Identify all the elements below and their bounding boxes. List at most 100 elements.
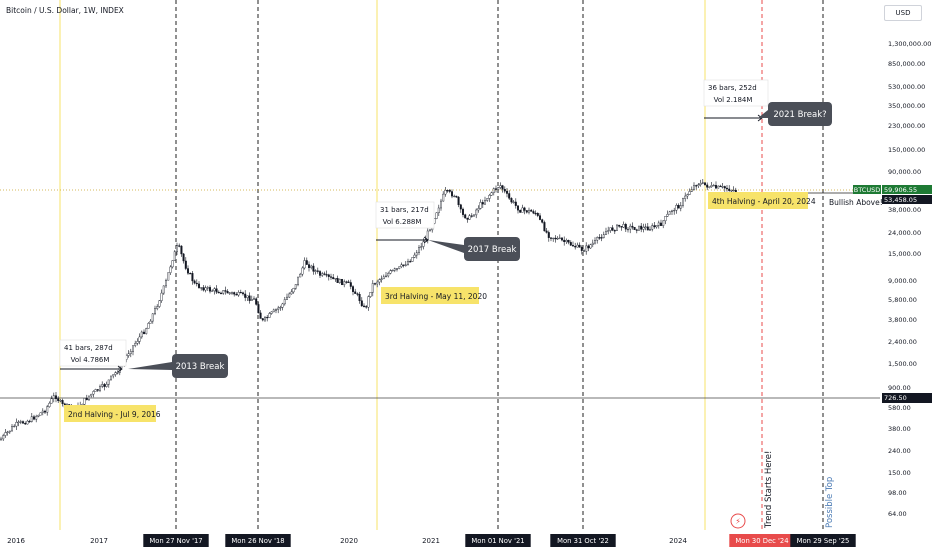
- candle-body: [422, 241, 425, 247]
- x-tick-label: 2021: [422, 537, 440, 545]
- candle-body: [519, 209, 522, 213]
- candle-body: [142, 331, 145, 334]
- candle-body: [512, 201, 515, 203]
- candle-body: [44, 410, 47, 413]
- candle-body: [646, 226, 649, 231]
- candle-body: [360, 300, 363, 307]
- candle-body: [668, 211, 671, 215]
- measure-box: [703, 79, 769, 107]
- candle-body: [420, 246, 423, 248]
- candle-body: [404, 264, 407, 266]
- axis-bg: [880, 0, 932, 550]
- candle-body: [455, 195, 458, 198]
- candle-body: [611, 227, 614, 231]
- candle-body: [684, 195, 687, 199]
- callout-text: 2017 Break: [468, 245, 517, 255]
- candle-body: [356, 293, 359, 295]
- candle-body: [202, 287, 205, 291]
- candle-body: [448, 190, 451, 192]
- candle-body: [244, 293, 247, 298]
- candle-body: [653, 225, 656, 228]
- candle-body: [704, 182, 707, 186]
- callout-pointer: [128, 362, 172, 370]
- candle-body: [112, 374, 115, 377]
- y-tick-label: 900.00: [888, 384, 911, 392]
- candle-body: [127, 353, 130, 356]
- candle-body: [349, 282, 352, 287]
- candle-body: [488, 195, 491, 199]
- candle-body: [343, 281, 346, 286]
- candle-body: [497, 187, 500, 190]
- candle-body: [193, 280, 196, 284]
- candle-body: [697, 184, 700, 187]
- candle-body: [0, 438, 2, 441]
- halving-labels: 2nd Halving - Jul 9, 2016 3rd Halving - M…: [64, 192, 816, 422]
- candle-body: [175, 245, 178, 252]
- candle-body: [228, 292, 231, 294]
- candle-body: [541, 219, 544, 223]
- candle-body: [30, 416, 33, 422]
- candle-body: [107, 379, 110, 385]
- candle-body: [616, 224, 619, 231]
- candle-body: [195, 282, 198, 285]
- candle-body: [87, 395, 90, 401]
- candle-body: [651, 225, 654, 230]
- candle-body: [413, 254, 416, 258]
- x-tick-bg: [790, 534, 856, 547]
- y-tick-label: 1,300,000.00: [888, 40, 931, 48]
- candle-body: [171, 260, 174, 268]
- candle-body: [134, 343, 137, 346]
- measure-box: [59, 339, 127, 367]
- candle-body: [6, 431, 9, 433]
- candle-body: [514, 201, 517, 206]
- candle-body: [147, 323, 150, 329]
- candle-body: [283, 299, 286, 305]
- candle-body: [57, 398, 60, 402]
- candle-body: [327, 274, 330, 277]
- candle-body: [13, 425, 16, 428]
- candle-body: [250, 299, 253, 301]
- candle-body: [310, 265, 313, 268]
- x-tick-bg: [143, 534, 209, 547]
- price-tag: 59,906.55: [884, 186, 917, 194]
- candle-body: [565, 240, 568, 243]
- candle-body: [129, 351, 132, 354]
- candle-body: [140, 331, 143, 338]
- candle-body: [338, 278, 341, 283]
- btc-tag-bg: [853, 185, 881, 194]
- halving-label-bg: [708, 192, 808, 209]
- candle-body: [169, 266, 172, 273]
- candle-body: [215, 288, 218, 293]
- level-tag-bg: [882, 195, 932, 204]
- candle-body: [103, 384, 106, 387]
- candle-body: [664, 216, 667, 222]
- candle-body: [98, 386, 101, 391]
- candle-body: [396, 268, 399, 270]
- candle-body: [567, 240, 570, 243]
- candle-body: [462, 208, 465, 215]
- level-tag: 53,458.05: [884, 196, 917, 204]
- y-tick-label: 230,000.00: [888, 122, 925, 130]
- candle-body: [569, 242, 572, 246]
- candle-body: [506, 190, 509, 194]
- candle-body: [649, 229, 652, 231]
- candle-body: [726, 187, 729, 190]
- candle-body: [671, 210, 674, 212]
- currency-button[interactable]: USD: [884, 5, 922, 21]
- candle-body: [594, 239, 597, 244]
- candle-body: [532, 211, 535, 214]
- candle-body: [492, 188, 495, 193]
- candle-body: [734, 189, 737, 193]
- candle-body: [679, 205, 682, 209]
- candle-body: [453, 195, 456, 198]
- candle-body: [22, 421, 25, 424]
- vertical-markers: [59, 0, 824, 530]
- candle-body: [336, 278, 339, 283]
- candle-body: [191, 273, 194, 282]
- candle-body: [479, 202, 482, 209]
- candle-body: [437, 207, 440, 214]
- candle-body: [554, 237, 557, 240]
- candle-body: [446, 190, 449, 192]
- y-tick-label: 24,000.00: [888, 229, 921, 237]
